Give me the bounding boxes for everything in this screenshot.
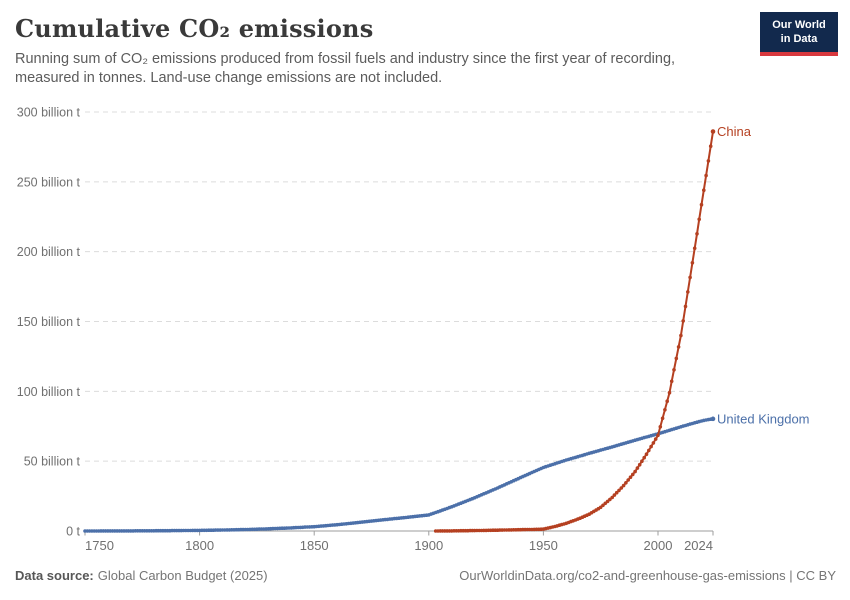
series-point-china (621, 483, 626, 488)
series-point-china (702, 188, 706, 192)
series-point-china (683, 304, 688, 309)
owid-logo-line2: in Data (780, 33, 818, 46)
owid-logo-line1: Our World (772, 19, 826, 31)
series-label-united-kingdom[interactable]: United Kingdom (717, 411, 810, 426)
series-point-china (640, 459, 644, 464)
series-point-china (665, 399, 669, 404)
data-source-label: Data source: (15, 568, 94, 583)
series-point-china (635, 466, 640, 470)
x-tick-label-2000: 2000 (644, 538, 673, 553)
data-source: Data source: Global Carbon Budget (2025) (15, 568, 268, 583)
chart-title: Cumulative CO₂ emissions (15, 14, 374, 43)
series-point-china (660, 416, 665, 421)
series-point-china (688, 275, 692, 280)
series-point-china (610, 495, 614, 500)
series-point-china (692, 246, 697, 251)
series-point-china (644, 452, 649, 457)
series-point-china (674, 356, 679, 361)
series-point-china (704, 173, 708, 178)
x-tick-label-1850: 1850 (300, 538, 329, 553)
y-tick-label-250: 250 billion t (17, 175, 81, 189)
series-point-china (656, 433, 660, 438)
series-point-china (686, 290, 690, 294)
series-endpoint-china (710, 129, 716, 134)
series-point-china (628, 475, 633, 480)
x-tick-label-1800: 1800 (185, 538, 214, 553)
series-line-united-kingdom[interactable] (83, 417, 715, 533)
series-point-china (681, 319, 685, 323)
series-point-china (626, 478, 630, 482)
series-point-china (679, 333, 683, 338)
y-tick-label-150: 150 billion t (17, 315, 81, 329)
series-point-china (624, 481, 628, 485)
x-tick-label-1900: 1900 (414, 538, 443, 553)
series-point-china (647, 448, 651, 453)
series-point-china (663, 408, 667, 412)
series-point-china (642, 455, 646, 460)
series-point-china (651, 441, 656, 445)
credit-link[interactable]: OurWorldinData.org/co2-and-greenhouse-ga… (459, 568, 836, 583)
series-point-china (697, 217, 701, 222)
series-label-china[interactable]: China (717, 124, 752, 139)
x-tick-label-1950: 1950 (529, 538, 558, 553)
y-tick-label-0: 0 t (66, 525, 80, 539)
series-point-china (695, 232, 699, 236)
series-point-china (653, 437, 658, 441)
series-point-china (690, 261, 695, 265)
series-point-china (706, 159, 711, 163)
owid-logo[interactable]: Our World in Data (760, 12, 838, 56)
y-tick-label-200: 200 billion t (17, 245, 81, 259)
y-tick-label-300: 300 billion t (17, 106, 81, 120)
data-source-value: Global Carbon Budget (2025) (97, 568, 268, 583)
series-point-china (708, 144, 713, 148)
series-point-china (649, 444, 653, 449)
y-tick-label-50: 50 billion t (24, 455, 81, 469)
series-point-china (633, 469, 637, 474)
x-tick-label-1750: 1750 (85, 538, 114, 553)
series-point-china (672, 368, 676, 372)
series-point-china (631, 472, 635, 477)
series-point-china (658, 425, 663, 429)
y-tick-label-100: 100 billion t (17, 385, 81, 399)
series-point-china (614, 490, 619, 495)
series-point-china (612, 493, 617, 497)
series-point-china (619, 486, 624, 490)
series-point-china (637, 462, 642, 467)
x-tick-label-2024: 2024 (684, 538, 713, 553)
series-point-china (669, 379, 674, 384)
series-point-china (617, 488, 621, 493)
series-point-china (676, 345, 681, 349)
chart-subtitle: Running sum of CO₂ emissions produced fr… (15, 51, 676, 87)
series-point-china (699, 202, 704, 207)
series-line-china[interactable] (434, 130, 714, 532)
series-endpoint-united-kingdom (710, 416, 716, 422)
series-point-china (667, 390, 672, 395)
